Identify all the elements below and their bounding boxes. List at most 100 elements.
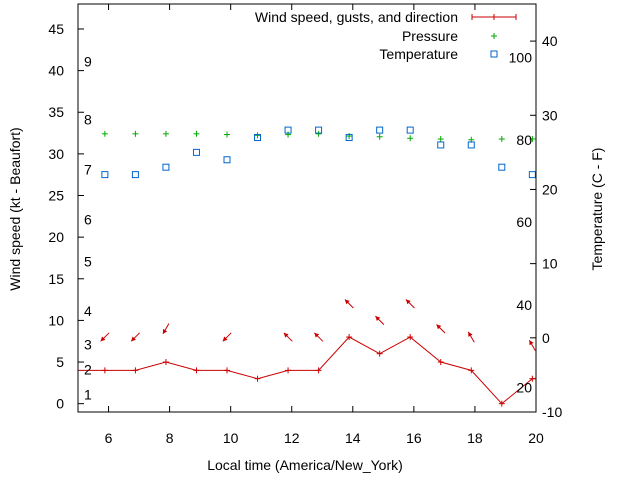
x-tick-label: 16 bbox=[406, 430, 422, 446]
y-right-tick-label: 10 bbox=[542, 256, 558, 272]
y-left-tick-label: 40 bbox=[48, 63, 64, 79]
beaufort-label: 1 bbox=[84, 387, 92, 403]
temperature-point bbox=[254, 134, 262, 142]
wind-speed-point bbox=[162, 359, 169, 366]
y-right-tick-label: 40 bbox=[542, 33, 558, 49]
wind-speed-point bbox=[132, 367, 139, 374]
wind-speed-point bbox=[407, 334, 414, 341]
temperature-point bbox=[437, 141, 445, 149]
pressure-point bbox=[224, 131, 231, 138]
pressure-point bbox=[376, 133, 383, 140]
wind-speed-point bbox=[498, 400, 505, 407]
pressure-point bbox=[346, 133, 353, 140]
beaufort-label: 3 bbox=[84, 337, 92, 353]
y-left-tick-label: 20 bbox=[48, 229, 64, 245]
fahrenheit-label: 60 bbox=[516, 214, 532, 230]
fahrenheit-label: 40 bbox=[516, 297, 532, 313]
legend: Wind speed, gusts, and direction Pressure… bbox=[255, 9, 517, 62]
legend-label: Temperature bbox=[379, 46, 458, 62]
wind-direction-arrow bbox=[467, 331, 475, 343]
tick-layer bbox=[78, 4, 537, 413]
wind-direction-arrow bbox=[130, 332, 140, 342]
wind-speed-point bbox=[285, 367, 292, 374]
x-tick-label: 10 bbox=[223, 430, 239, 446]
wind-speed-point bbox=[224, 367, 231, 374]
wind-speed-point bbox=[315, 367, 322, 374]
pressure-point bbox=[437, 136, 444, 143]
pressure-point bbox=[132, 130, 139, 137]
y-axis-label-right: Temperature (C - F) bbox=[589, 148, 605, 271]
pressure-point bbox=[498, 136, 505, 143]
fahrenheit-label: 20 bbox=[516, 380, 532, 396]
series-layer bbox=[78, 126, 536, 407]
wind-direction-arrow bbox=[222, 332, 232, 342]
wind-direction-arrow bbox=[405, 299, 415, 309]
x-tick-label: 14 bbox=[345, 430, 361, 446]
wind-direction-arrow bbox=[162, 323, 170, 335]
beaufort-label: 6 bbox=[84, 212, 92, 228]
wind-direction-arrow bbox=[100, 332, 110, 342]
pressure-point bbox=[407, 135, 414, 142]
x-axis-label: Local time (America/New_York) bbox=[207, 457, 403, 473]
x-tick-label: 6 bbox=[105, 430, 113, 446]
beaufort-label: 2 bbox=[84, 362, 92, 378]
label-layer: 6 8 10 12 14 16 18 20051015202530354045-1001020… bbox=[48, 21, 562, 446]
wind-direction-arrow bbox=[375, 315, 385, 326]
y-left-tick-label: 35 bbox=[48, 104, 64, 120]
wind-speed-point bbox=[193, 367, 200, 374]
legend-temperature-sample bbox=[490, 50, 498, 58]
pressure-point bbox=[101, 130, 108, 137]
temperature-point bbox=[406, 126, 414, 134]
temperature-point bbox=[131, 171, 139, 179]
wind-direction-arrow bbox=[436, 324, 446, 334]
wind-speed-point bbox=[437, 359, 444, 366]
temperature-point bbox=[345, 134, 353, 142]
y-left-tick-label: 45 bbox=[48, 21, 64, 37]
temperature-point bbox=[376, 126, 384, 134]
fahrenheit-label: 80 bbox=[516, 132, 532, 148]
x-tick-label: 20 bbox=[528, 430, 544, 446]
y-left-tick-label: 5 bbox=[56, 354, 64, 370]
pressure-point bbox=[193, 130, 200, 137]
x-tick-label: 18 bbox=[467, 430, 483, 446]
temperature-point bbox=[223, 156, 231, 164]
wind-speed-point bbox=[346, 334, 353, 341]
wind-direction-arrow bbox=[283, 332, 293, 342]
pressure-point bbox=[529, 136, 536, 143]
wind-speed-point bbox=[376, 350, 383, 357]
temperature-point bbox=[467, 141, 475, 149]
temperature-point bbox=[162, 163, 170, 171]
wind-speed-line bbox=[78, 336, 536, 405]
pressure-point bbox=[254, 132, 261, 139]
legend-label: Pressure bbox=[402, 28, 458, 44]
y-left-tick-label: 30 bbox=[48, 146, 64, 162]
beaufort-label: 7 bbox=[84, 162, 92, 178]
wind-direction-arrow bbox=[314, 332, 324, 342]
temperature-point bbox=[192, 148, 200, 156]
y-left-tick-label: 15 bbox=[48, 271, 64, 287]
y-left-tick-label: 25 bbox=[48, 188, 64, 204]
beaufort-label: 8 bbox=[84, 112, 92, 128]
wind-speed-point bbox=[529, 375, 536, 382]
pressure-point bbox=[315, 130, 322, 137]
x-tick-label: 12 bbox=[284, 430, 300, 446]
beaufort-label: 5 bbox=[84, 253, 92, 269]
y-axis-label-left: Wind speed (kt - Beaufort) bbox=[7, 127, 23, 290]
x-tick-label: 8 bbox=[166, 430, 174, 446]
y-right-tick-label: 0 bbox=[542, 330, 550, 346]
y-left-tick-label: 0 bbox=[56, 396, 64, 412]
pressure-point bbox=[162, 130, 169, 137]
temperature-point bbox=[284, 126, 292, 134]
plot-frame bbox=[77, 3, 537, 413]
legend-label: Wind speed, gusts, and direction bbox=[255, 9, 458, 25]
pressure-point bbox=[285, 131, 292, 138]
wind-direction-arrow bbox=[528, 339, 536, 351]
fahrenheit-label: 100 bbox=[509, 49, 533, 65]
wind-direction-arrow bbox=[344, 299, 354, 309]
y-right-tick-label: -10 bbox=[542, 404, 562, 420]
temperature-point bbox=[528, 171, 536, 179]
temperature-point bbox=[101, 171, 109, 179]
wind-speed-point bbox=[101, 367, 108, 374]
wind-speed-point bbox=[254, 375, 261, 382]
